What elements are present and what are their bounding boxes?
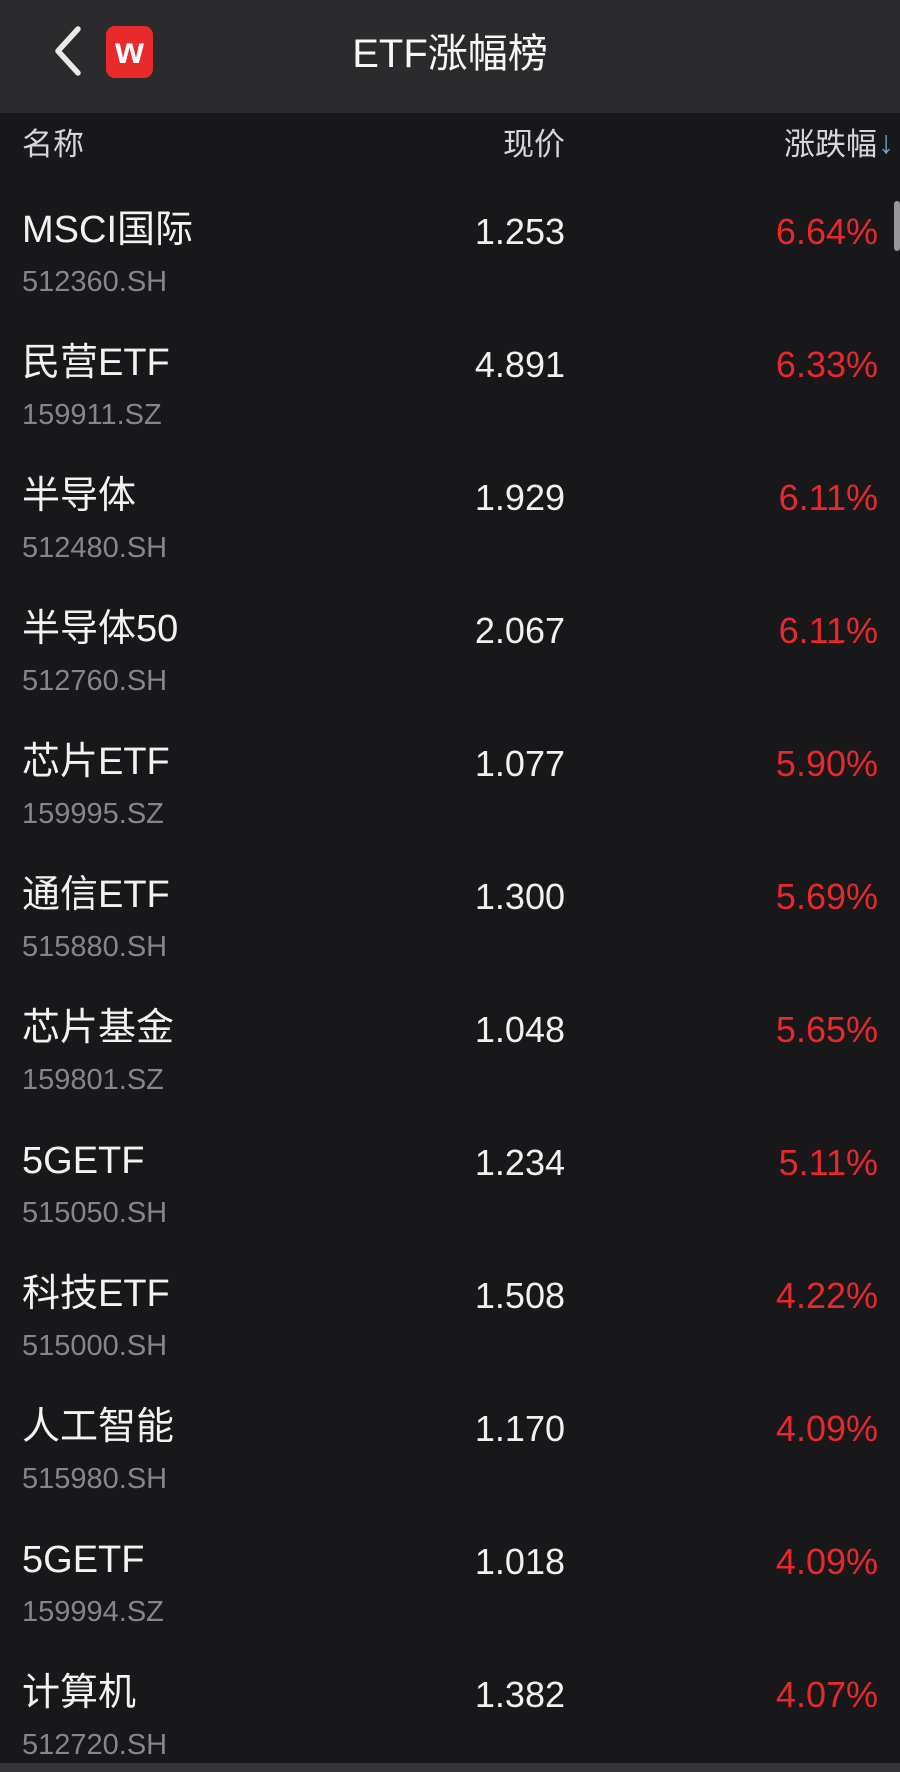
etf-change: 5.69% (775, 876, 878, 917)
name-cell: MSCI国际 512360.SH (22, 170, 375, 303)
etf-price: 1.077 (474, 743, 565, 784)
etf-change: 6.11% (778, 477, 878, 518)
navbar: w ETF涨幅榜 (0, 0, 900, 113)
name-cell: 半导体 512480.SH (22, 436, 375, 569)
column-header-name: 名称 (22, 127, 84, 162)
etf-change: 4.09% (775, 1408, 878, 1449)
table-row[interactable]: 芯片基金 159801.SZ 1.048 5.65% (0, 968, 900, 1101)
etf-code: 512360.SH (22, 265, 168, 298)
etf-list: MSCI国际 512360.SH 1.253 6.64% 民营ETF 15991… (0, 170, 900, 1766)
etf-price: 1.508 (474, 1275, 565, 1316)
etf-price: 4.891 (474, 344, 565, 385)
etf-change: 6.64% (775, 211, 878, 252)
etf-price: 1.929 (474, 477, 565, 518)
name-cell: 通信ETF 515880.SH (22, 835, 375, 968)
etf-price: 2.067 (474, 610, 565, 651)
etf-code: 512760.SH (22, 664, 168, 697)
table-row[interactable]: 通信ETF 515880.SH 1.300 5.69% (0, 835, 900, 968)
table-row[interactable]: 半导体 512480.SH 1.929 6.11% (0, 436, 900, 569)
etf-change: 5.11% (778, 1142, 878, 1183)
name-cell: 民营ETF 159911.SZ (22, 303, 375, 436)
etf-name: 半导体 (22, 475, 137, 517)
name-cell: 人工智能 515980.SH (22, 1367, 375, 1500)
etf-code: 159994.SZ (22, 1595, 164, 1628)
page-title: ETF涨幅榜 (352, 32, 548, 76)
etf-code: 515050.SH (22, 1196, 168, 1229)
etf-change: 4.07% (775, 1674, 878, 1715)
chevron-left-icon (55, 26, 81, 76)
etf-name: 科技ETF (22, 1273, 170, 1315)
etf-name: 5GETF (22, 1140, 145, 1182)
etf-price: 1.253 (474, 211, 565, 252)
etf-code: 515980.SH (22, 1462, 168, 1495)
name-cell: 芯片ETF 159995.SZ (22, 702, 375, 835)
etf-change: 4.09% (775, 1541, 878, 1582)
etf-change: 5.65% (775, 1009, 878, 1050)
etf-change: 6.33% (775, 344, 878, 385)
etf-name: MSCI国际 (22, 209, 194, 251)
scrollbar-thumb[interactable] (894, 201, 900, 251)
name-cell: 计算机 512720.SH (22, 1633, 375, 1766)
etf-change: 5.90% (775, 743, 878, 784)
etf-code: 159911.SZ (22, 398, 162, 431)
etf-name: 计算机 (22, 1672, 137, 1714)
back-button[interactable] (44, 18, 92, 84)
column-header-change-label: 涨跌幅 (784, 127, 877, 162)
table-row[interactable]: 5GETF 515050.SH 1.234 5.11% (0, 1101, 900, 1234)
etf-code: 512720.SH (22, 1728, 168, 1761)
table-row[interactable]: MSCI国际 512360.SH 1.253 6.64% (0, 170, 900, 303)
etf-code: 159801.SZ (22, 1063, 164, 1096)
etf-code: 515880.SH (22, 930, 168, 963)
etf-name: 半导体50 (22, 608, 179, 650)
etf-code: 515000.SH (22, 1329, 168, 1362)
table-row[interactable]: 半导体50 512760.SH 2.067 6.11% (0, 569, 900, 702)
name-cell: 科技ETF 515000.SH (22, 1234, 375, 1367)
etf-price: 1.048 (474, 1009, 565, 1050)
etf-price: 1.234 (474, 1142, 565, 1183)
table-row[interactable]: 民营ETF 159911.SZ 4.891 6.33% (0, 303, 900, 436)
table-row[interactable]: 计算机 512720.SH 1.382 4.07% (0, 1633, 900, 1766)
etf-price: 1.018 (474, 1541, 565, 1582)
table-row[interactable]: 芯片ETF 159995.SZ 1.077 5.90% (0, 702, 900, 835)
sort-descending-icon: ↓ (878, 123, 894, 160)
wind-logo-letter: w (115, 30, 144, 71)
etf-price: 1.170 (474, 1408, 565, 1449)
table-row[interactable]: 科技ETF 515000.SH 1.508 4.22% (0, 1234, 900, 1367)
etf-name: 5GETF (22, 1539, 145, 1581)
column-header-price: 现价 (503, 127, 565, 162)
column-header-change[interactable]: 涨跌幅 ↓ (565, 119, 894, 164)
name-cell: 5GETF 159994.SZ (22, 1500, 375, 1633)
etf-code: 512480.SH (22, 531, 168, 564)
name-cell: 芯片基金 159801.SZ (22, 968, 375, 1101)
table-row[interactable]: 5GETF 159994.SZ 1.018 4.09% (0, 1500, 900, 1633)
table-row[interactable]: 人工智能 515980.SH 1.170 4.09% (0, 1367, 900, 1500)
etf-price: 1.300 (474, 876, 565, 917)
name-cell: 5GETF 515050.SH (22, 1101, 375, 1234)
etf-name: 人工智能 (22, 1406, 175, 1448)
etf-change: 6.11% (778, 610, 878, 651)
etf-name: 芯片基金 (22, 1007, 175, 1049)
etf-price: 1.382 (474, 1674, 565, 1715)
etf-change: 4.22% (775, 1275, 878, 1316)
etf-code: 159995.SZ (22, 797, 164, 830)
wind-logo: w (106, 26, 153, 78)
etf-name: 民营ETF (22, 342, 170, 384)
name-cell: 半导体50 512760.SH (22, 569, 375, 702)
bottom-divider (0, 1763, 900, 1772)
etf-name: 芯片ETF (22, 741, 170, 783)
etf-name: 通信ETF (22, 874, 170, 916)
table-column-header: 名称 现价 涨跌幅 ↓ (0, 113, 900, 170)
